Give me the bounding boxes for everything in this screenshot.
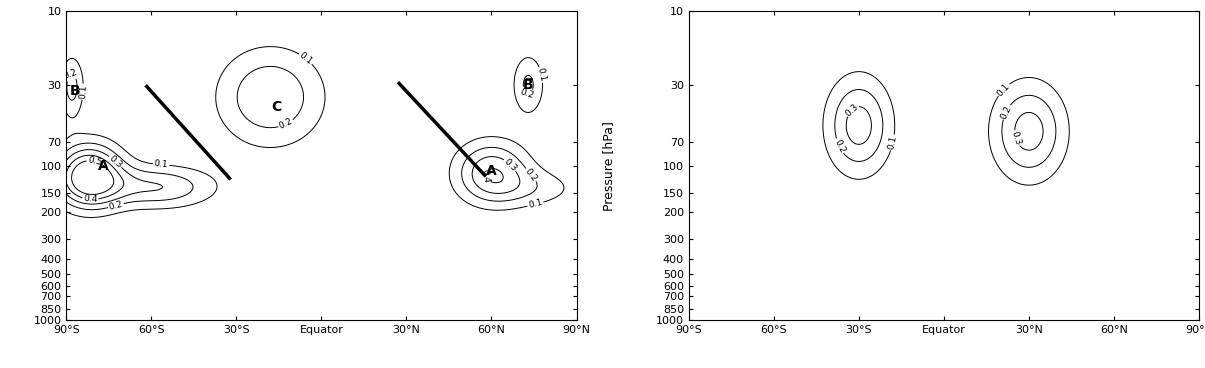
Text: 0.2: 0.2 xyxy=(518,87,535,100)
Text: 0.2: 0.2 xyxy=(108,199,124,212)
Text: 0.1: 0.1 xyxy=(887,135,899,151)
Text: A: A xyxy=(98,159,108,173)
Text: B: B xyxy=(70,84,80,98)
Text: C: C xyxy=(271,100,281,114)
Text: 0.1: 0.1 xyxy=(528,198,543,210)
Text: Pressure [hPa]: Pressure [hPa] xyxy=(602,121,615,210)
Text: 0.3: 0.3 xyxy=(1010,130,1022,146)
Text: B̅: B̅ xyxy=(523,78,534,92)
Text: 0.3: 0.3 xyxy=(502,157,518,173)
Text: 0.1: 0.1 xyxy=(78,84,88,99)
Text: 0.1: 0.1 xyxy=(298,51,315,67)
Text: 0.2: 0.2 xyxy=(833,138,846,155)
Text: 0.5: 0.5 xyxy=(87,155,102,167)
Text: 0.2: 0.2 xyxy=(63,68,78,81)
Text: 0.2: 0.2 xyxy=(277,117,294,131)
Text: 0.1: 0.1 xyxy=(154,159,169,170)
Text: 0.4: 0.4 xyxy=(83,194,98,204)
Text: 0.2: 0.2 xyxy=(999,104,1013,120)
Text: 0.3: 0.3 xyxy=(844,102,860,118)
Text: 0.3: 0.3 xyxy=(107,153,124,170)
Text: 0.2: 0.2 xyxy=(523,166,539,183)
Text: 0.1: 0.1 xyxy=(995,81,1011,98)
Text: 0.4: 0.4 xyxy=(481,168,490,183)
Text: A: A xyxy=(486,164,496,178)
Text: 0.1: 0.1 xyxy=(536,67,547,83)
